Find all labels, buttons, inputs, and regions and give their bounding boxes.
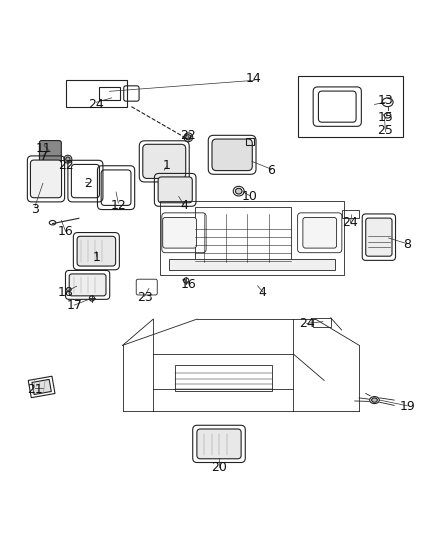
- Text: 7: 7: [40, 150, 48, 164]
- Ellipse shape: [236, 188, 242, 194]
- Text: 13: 13: [378, 94, 393, 107]
- Text: 11: 11: [36, 142, 52, 155]
- Text: 6: 6: [268, 164, 276, 176]
- FancyBboxPatch shape: [69, 274, 106, 296]
- Text: 16: 16: [180, 278, 196, 290]
- Text: 24: 24: [88, 98, 104, 111]
- FancyBboxPatch shape: [143, 144, 186, 179]
- Ellipse shape: [371, 398, 377, 402]
- FancyBboxPatch shape: [303, 217, 336, 248]
- Text: 24: 24: [299, 317, 314, 330]
- FancyBboxPatch shape: [366, 218, 392, 256]
- Text: 25: 25: [378, 124, 393, 137]
- Bar: [28, 376, 55, 398]
- FancyBboxPatch shape: [39, 141, 61, 169]
- Text: 22: 22: [58, 159, 74, 172]
- FancyBboxPatch shape: [158, 177, 192, 203]
- Text: 24: 24: [343, 216, 358, 229]
- Text: 12: 12: [110, 199, 126, 212]
- Text: 21: 21: [27, 383, 43, 395]
- Bar: [195, 207, 291, 269]
- Text: 4: 4: [180, 199, 188, 212]
- Bar: [342, 210, 359, 218]
- Text: 18: 18: [58, 286, 74, 300]
- Text: 14: 14: [246, 71, 262, 85]
- Text: 23: 23: [137, 290, 152, 304]
- Ellipse shape: [186, 135, 191, 140]
- FancyBboxPatch shape: [197, 429, 241, 459]
- Text: 19: 19: [399, 400, 415, 413]
- Text: 10: 10: [242, 190, 258, 203]
- FancyBboxPatch shape: [212, 139, 252, 171]
- Bar: [246, 138, 254, 145]
- Bar: [66, 80, 127, 107]
- Text: 8: 8: [403, 238, 411, 251]
- Text: 22: 22: [180, 128, 196, 142]
- Bar: [99, 87, 120, 100]
- Text: 17: 17: [67, 300, 82, 312]
- Bar: [160, 201, 344, 275]
- Text: 4: 4: [259, 286, 267, 300]
- Bar: [32, 379, 51, 394]
- Text: 15: 15: [378, 111, 393, 124]
- Text: 16: 16: [58, 225, 74, 238]
- Text: 20: 20: [211, 462, 227, 474]
- Bar: [298, 76, 403, 138]
- Text: 1: 1: [92, 251, 100, 264]
- Text: 3: 3: [31, 203, 39, 216]
- FancyBboxPatch shape: [31, 160, 61, 198]
- Text: 1: 1: [162, 159, 170, 172]
- Bar: [313, 318, 331, 327]
- FancyBboxPatch shape: [77, 236, 116, 266]
- Text: 2: 2: [84, 177, 92, 190]
- Bar: [175, 365, 272, 391]
- FancyBboxPatch shape: [162, 217, 196, 248]
- Bar: [169, 259, 335, 270]
- Ellipse shape: [66, 157, 70, 161]
